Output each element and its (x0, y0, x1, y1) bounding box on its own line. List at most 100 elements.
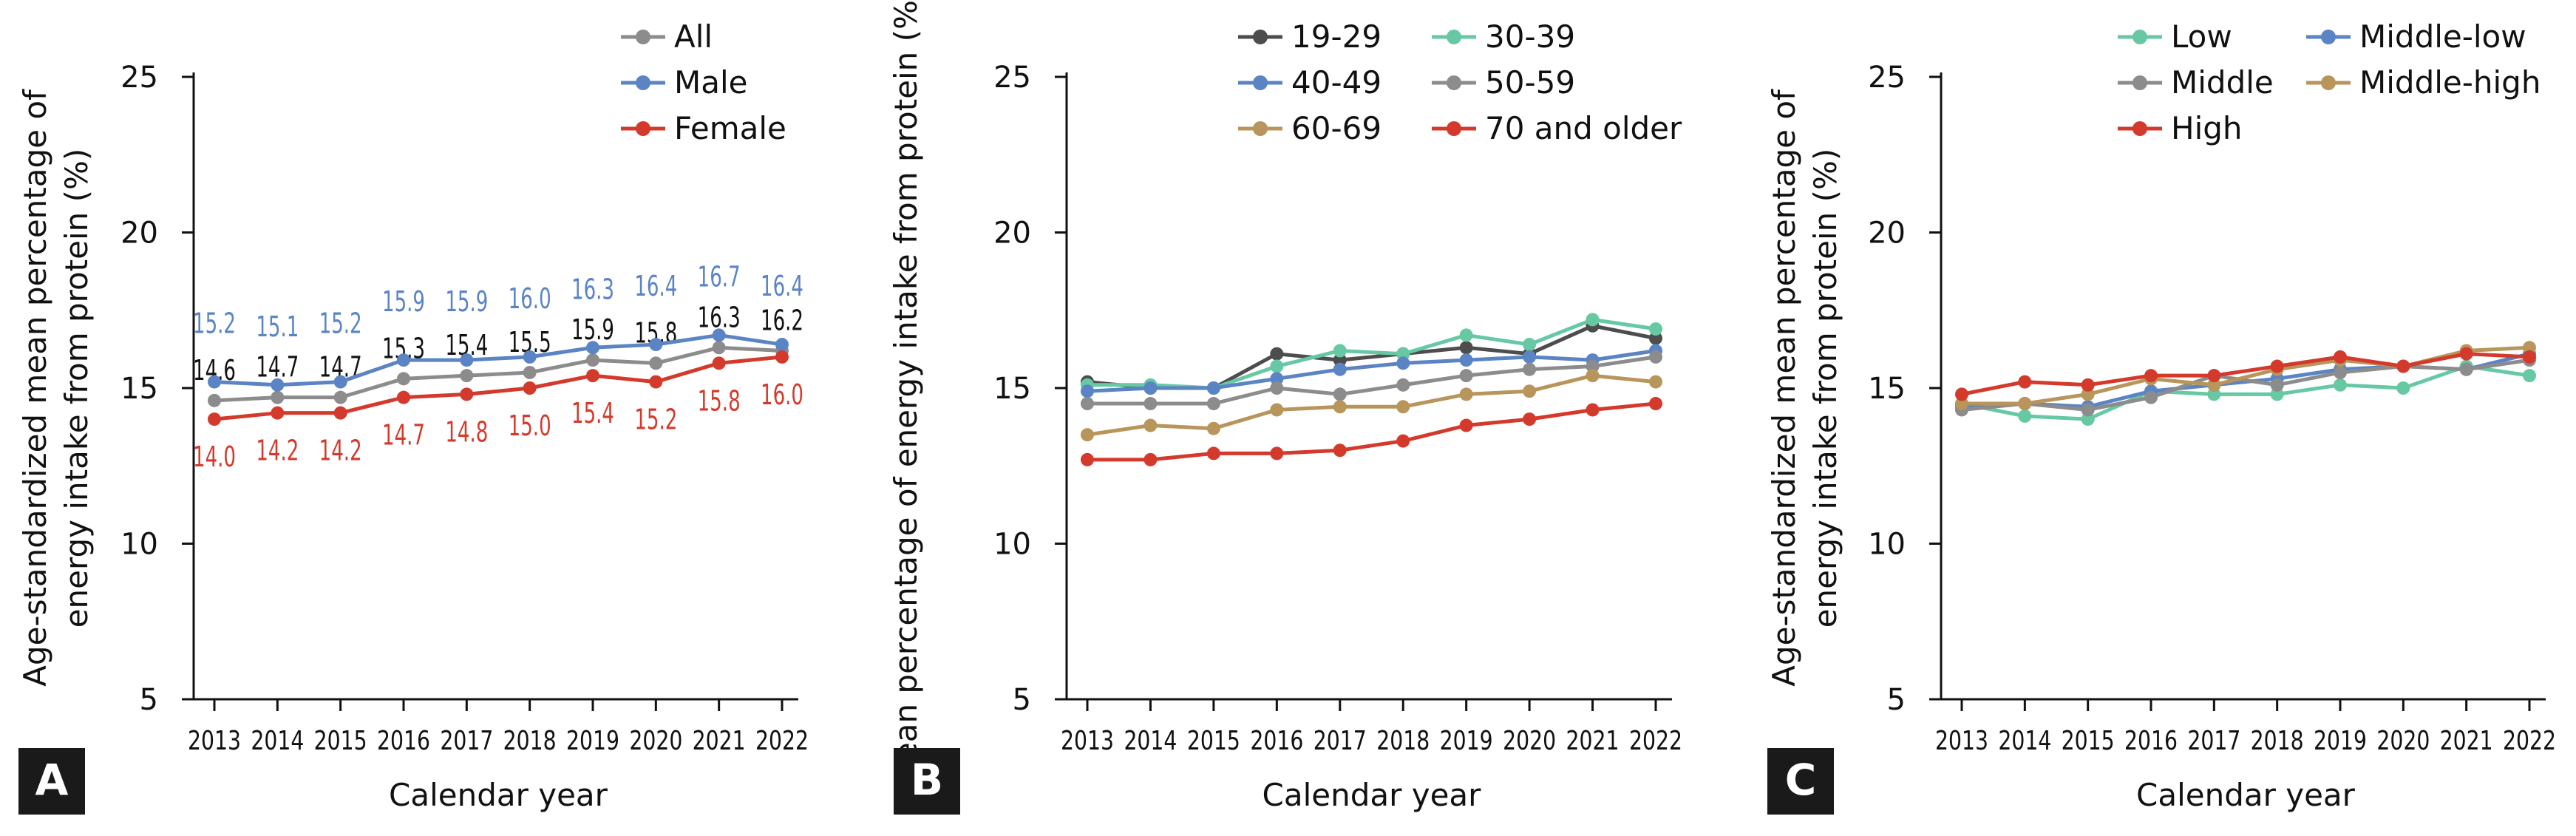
legend-marker (2132, 121, 2147, 136)
panel-c-legend-item: Middle (2118, 64, 2274, 101)
data-point (1143, 452, 1158, 466)
data-point (1459, 341, 1473, 355)
data-label: 15.9 (382, 285, 425, 318)
panel-c-x-tick-label: 2020 (2376, 726, 2430, 756)
data-point (2081, 403, 2095, 417)
data-point (2018, 375, 2032, 389)
data-point (1586, 359, 1600, 373)
data-point (1333, 387, 1347, 401)
panel-b-legend-item: 60-69 (1238, 110, 1382, 146)
panel-c-x-tick-label: 2014 (1998, 726, 2051, 756)
data-point (1081, 428, 1094, 442)
legend-label: 40-49 (1291, 64, 1382, 101)
panel-b-x-tick-label: 2015 (1187, 726, 1240, 756)
legend-label: Low (2171, 18, 2232, 55)
data-point (1523, 384, 1537, 398)
data-point (1270, 347, 1284, 361)
panel-a-legend-item: Male (621, 64, 747, 101)
data-point (1206, 381, 1220, 395)
data-point (1523, 338, 1537, 352)
data-point (1333, 444, 1347, 458)
data-point (2459, 347, 2473, 361)
data-point (1459, 418, 1473, 432)
legend-marker (1447, 30, 1461, 44)
data-label: 16.4 (761, 270, 803, 302)
data-point (1955, 387, 1968, 401)
panel-c-y-tick-label: 10 (1868, 528, 1906, 562)
panel-b-legend-item: 19-29 (1238, 18, 1382, 55)
data-point (2334, 378, 2347, 392)
data-point (460, 387, 474, 401)
panel-c-x-tick-label: 2013 (1935, 726, 1988, 756)
panel-b-x-tick-label: 2019 (1440, 726, 1493, 756)
legend-marker (2132, 75, 2147, 90)
panel-b-series-60-69 (1081, 369, 1662, 442)
data-point (460, 353, 474, 367)
data-point (2270, 359, 2284, 373)
data-point (2523, 350, 2536, 364)
data-point (649, 375, 663, 389)
data-label: 15.2 (193, 307, 236, 340)
panel-a-y-tick-label: 25 (120, 61, 158, 95)
data-point (1396, 356, 1410, 370)
series-line (1087, 355, 1656, 406)
data-point (2207, 378, 2221, 392)
data-point (1523, 362, 1537, 376)
panel-a-y-tick-label: 15 (120, 372, 158, 406)
data-point (2270, 387, 2284, 401)
data-point (1143, 418, 1158, 432)
series-line (1087, 401, 1656, 462)
panel-b-y-tick-label: 25 (993, 61, 1031, 95)
legend-label: Middle-high (2359, 64, 2541, 101)
panel-b-series-70-and-older (1081, 397, 1662, 466)
series-line (214, 345, 783, 403)
data-point (1396, 347, 1410, 361)
panel-c-x-tick-label: 2015 (2062, 726, 2115, 756)
data-point (1523, 412, 1537, 427)
data-point (1270, 372, 1284, 386)
legend-marker (1253, 75, 1268, 90)
panel-a-x-tick-label: 2016 (377, 726, 430, 756)
panel-a: 5 10 15 20 25 2013 2014 2015 2016 2017 2018 2019 202… (17, 18, 809, 815)
data-label: 14.8 (445, 415, 488, 448)
panel-a-x-tick-label: 2021 (693, 726, 746, 756)
data-point (1206, 421, 1220, 435)
data-point (2144, 369, 2158, 383)
data-point (1459, 387, 1473, 401)
data-point (523, 381, 537, 395)
data-point (1333, 362, 1347, 376)
data-point (460, 369, 474, 383)
panel-c-legend-item: Middle-low (2306, 18, 2526, 55)
data-point (1270, 446, 1284, 461)
data-label: 16.3 (698, 301, 741, 333)
data-point (2081, 378, 2095, 392)
data-point (333, 390, 347, 404)
series-line (1961, 364, 2530, 421)
legend-label: 70 and older (1485, 110, 1682, 146)
data-point (2459, 362, 2473, 376)
panel-b-legend-item: 30-39 (1432, 18, 1575, 55)
legend-marker (636, 30, 650, 44)
data-point (333, 406, 347, 420)
data-point (1333, 353, 1347, 367)
data-point (2523, 369, 2536, 383)
panel-b-x-tick-label: 2018 (1376, 726, 1430, 756)
data-point (2334, 365, 2347, 379)
panel-b-y-tick-label: 5 (1013, 683, 1031, 717)
data-label: 14.2 (256, 435, 299, 467)
series-line (1087, 324, 1656, 390)
legend-label: 19-29 (1291, 18, 1382, 55)
data-label: 15.2 (634, 404, 677, 436)
panel-b-label-box: B (894, 748, 960, 815)
data-point (712, 328, 726, 342)
panel-b-series-30-39 (1081, 313, 1662, 395)
panel-c-legend-item: High (2118, 110, 2243, 146)
legend-label: 30-39 (1485, 18, 1575, 55)
panel-b-y-tick-label: 15 (993, 372, 1031, 406)
legend-marker (1253, 30, 1268, 44)
data-point (586, 369, 599, 383)
data-point (1649, 350, 1662, 364)
legend-label: Female (674, 110, 786, 146)
panel-label: B (911, 755, 943, 805)
